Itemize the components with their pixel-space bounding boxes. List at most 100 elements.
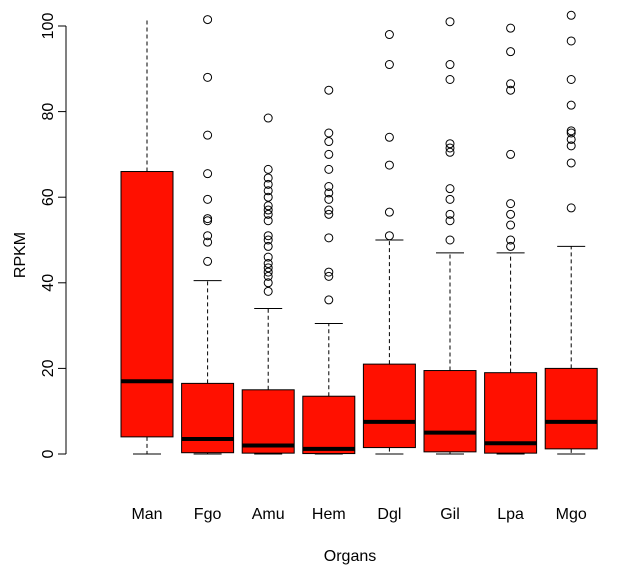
iqr-box — [241, 389, 295, 454]
outlier-point — [263, 286, 273, 296]
outlier-point — [566, 134, 576, 144]
outlier-point — [263, 263, 273, 273]
outlier-point — [203, 214, 213, 224]
outlier-point — [324, 182, 334, 191]
outlier-point — [203, 130, 213, 140]
outlier-point — [263, 235, 273, 245]
iqr-box — [484, 372, 538, 454]
y-axis-title: RPKM — [12, 232, 29, 278]
box-hem: Hem — [302, 85, 356, 523]
outlier-point — [384, 30, 394, 40]
outlier-point — [203, 169, 213, 179]
outlier-point — [506, 85, 516, 95]
outlier-point — [506, 235, 516, 245]
x-tick-label: Amu — [252, 506, 285, 523]
iqr-box — [544, 367, 598, 450]
outlier-point — [324, 85, 334, 95]
outlier-point — [506, 149, 516, 159]
x-tick-label: Fgo — [194, 506, 222, 523]
outlier-point — [445, 194, 455, 204]
box-man: Man — [120, 17, 174, 523]
outlier-point — [324, 194, 334, 204]
outlier-point — [324, 295, 334, 305]
y-tick-label: 0 — [40, 449, 57, 458]
outlier-point — [445, 184, 455, 194]
x-axis-title: Organs — [324, 548, 376, 565]
outlier-point — [445, 17, 455, 27]
box-dgl: Dgl — [362, 30, 416, 523]
outlier-point — [324, 188, 334, 198]
outlier-point — [445, 147, 455, 157]
outlier-point — [506, 79, 516, 89]
outlier-point — [263, 209, 273, 219]
outlier-point — [263, 259, 273, 269]
iqr-box — [181, 382, 235, 454]
outlier-point — [263, 216, 273, 226]
outlier-point — [263, 186, 273, 196]
outlier-point — [445, 235, 455, 245]
outlier-point — [506, 47, 516, 57]
outlier-point — [203, 256, 213, 266]
outlier-point — [506, 209, 516, 219]
outlier-point — [506, 199, 516, 209]
y-tick-label: 80 — [40, 103, 57, 121]
outlier-point — [263, 205, 273, 215]
box-fgo: Fgo — [181, 15, 235, 523]
outlier-point — [324, 205, 334, 215]
outlier-point — [203, 194, 213, 204]
outlier-point — [203, 231, 213, 241]
outlier-point — [566, 141, 576, 151]
box-series: Man Fgo Amu Hem Dgl Gil Lpa Mgo — [120, 10, 598, 523]
outlier-point — [566, 10, 576, 20]
outlier-point — [324, 233, 334, 243]
x-tick-label: Hem — [312, 506, 346, 523]
outlier-point — [445, 216, 455, 226]
outlier-point — [324, 128, 334, 138]
outlier-point — [384, 207, 394, 217]
outlier-point — [324, 209, 334, 219]
outlier-point — [263, 201, 273, 211]
outlier-point — [263, 252, 273, 262]
x-tick-label: Lpa — [497, 506, 524, 523]
outlier-point — [324, 271, 334, 281]
x-tick-label: Gil — [440, 506, 460, 523]
outlier-point — [566, 203, 576, 213]
box-gil: Gil — [423, 17, 477, 523]
iqr-box — [423, 370, 477, 453]
y-tick-label: 40 — [40, 274, 57, 292]
x-tick-label: Man — [131, 506, 162, 523]
iqr-box — [120, 171, 174, 438]
y-tick-label: 100 — [40, 13, 57, 40]
y-tick-label: 60 — [40, 188, 57, 206]
outlier-point — [263, 231, 273, 241]
outlier-point — [506, 241, 516, 251]
outlier-point — [203, 15, 213, 25]
outlier-point — [263, 113, 273, 123]
outlier-point — [263, 267, 273, 277]
outlier-point — [263, 192, 273, 202]
iqr-box — [362, 363, 416, 449]
outlier-point — [324, 137, 334, 147]
box-amu: Amu — [241, 113, 295, 523]
outlier-point — [324, 164, 334, 174]
outlier-point — [384, 160, 394, 170]
outlier-point — [506, 220, 516, 230]
outlier-point — [566, 100, 576, 110]
outlier-point — [566, 128, 576, 138]
x-tick-label: Mgo — [556, 506, 587, 523]
outlier-point — [203, 237, 213, 247]
outlier-point — [263, 241, 273, 251]
outlier-point — [263, 271, 273, 281]
iqr-box — [302, 395, 356, 455]
outlier-point — [263, 173, 273, 183]
outlier-point — [324, 267, 334, 277]
outlier-point — [445, 143, 455, 153]
outlier-point — [566, 75, 576, 84]
x-tick-label: Dgl — [377, 506, 401, 523]
outlier-point — [384, 132, 394, 142]
outlier-point — [324, 149, 334, 159]
axes: 0 20 40 60 80 100 — [40, 13, 67, 458]
outlier-point — [445, 75, 455, 84]
outlier-point — [566, 158, 576, 168]
